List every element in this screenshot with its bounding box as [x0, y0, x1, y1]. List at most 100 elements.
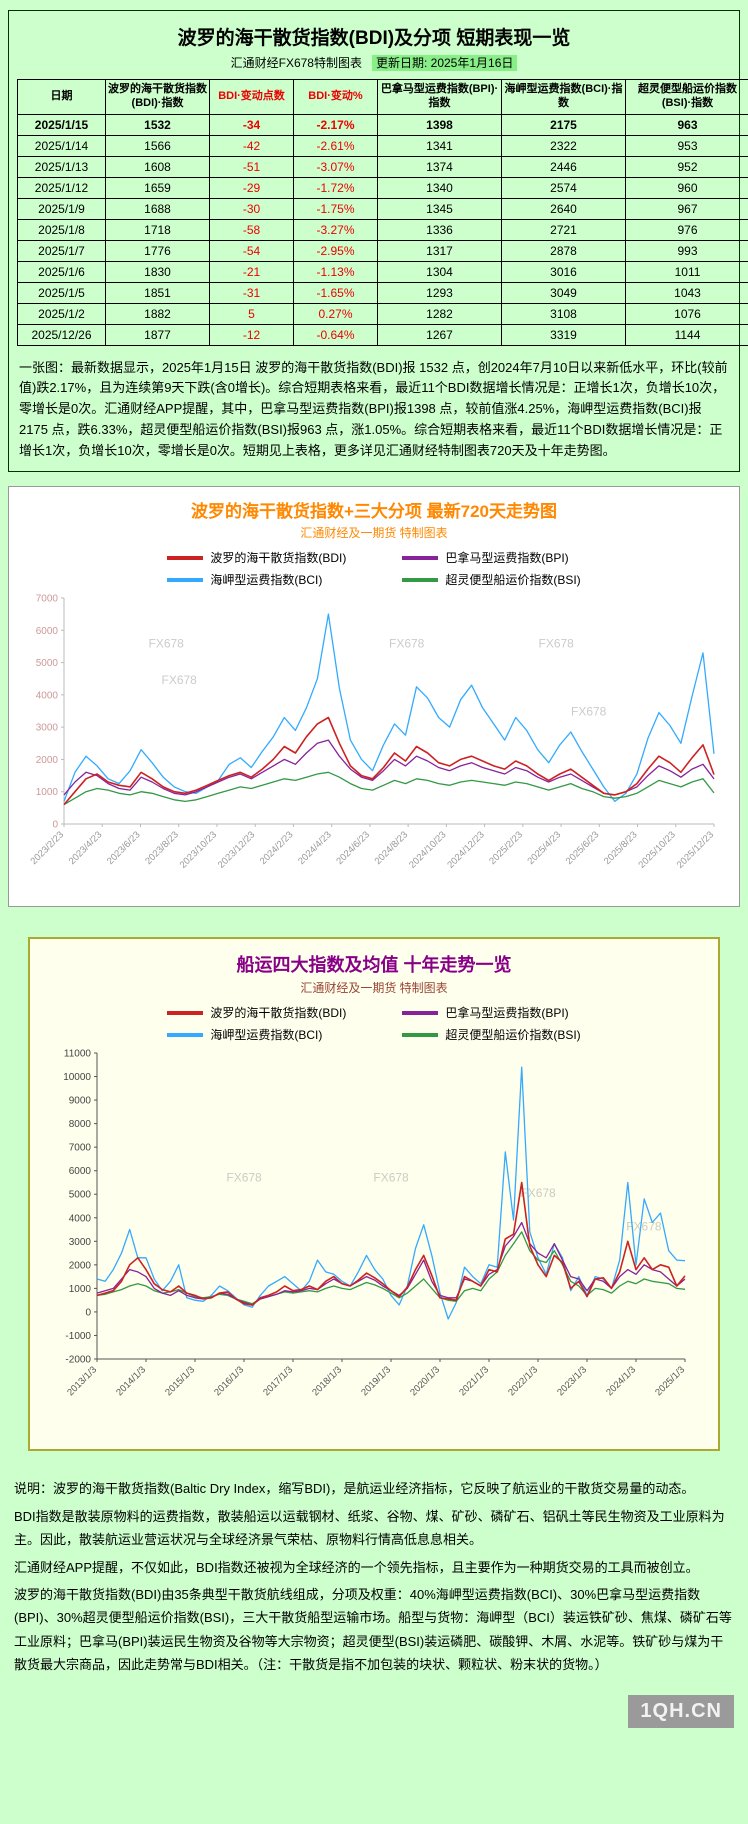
fx678-watermark: FX678: [226, 1171, 262, 1185]
table-cell: 1659: [105, 176, 210, 199]
table-row: 2025/1/8 1718 -58 -3.27% 1336 2721 976: [17, 218, 748, 241]
y-tick-label: 4000: [36, 691, 59, 702]
table-cell: 2025/1/9: [17, 197, 106, 220]
table-cell: 1374: [377, 155, 502, 178]
series-line-1: [63, 739, 715, 797]
y-tick-label: -1000: [65, 1331, 91, 1342]
col-header: 波罗的海干散货指数(BDI)·指数: [105, 79, 210, 115]
legend-item: 巴拿马型运费指数(BPI): [402, 1004, 580, 1021]
page-title: 波罗的海干散货指数(BDI)及分项 短期表现一览: [177, 28, 571, 49]
table-cell: 1566: [105, 134, 210, 157]
table-cell: -21: [209, 260, 294, 283]
table-cell: 1341: [377, 134, 502, 157]
table-cell: -1.65%: [293, 281, 378, 304]
y-tick-label: 11000: [64, 1049, 92, 1060]
table-row: 2025/1/5 1851 -31 -1.65% 1293 3049 1043: [17, 281, 748, 304]
table-cell: 2175: [501, 113, 626, 136]
fx678-watermark: FX678: [389, 637, 425, 651]
bdi-short-term-table: 日期 波罗的海干散货指数(BDI)·指数 BDI·变动点数 BDI·变动% 巴拿马型运费…: [17, 79, 748, 346]
chart-720d-title: 波罗的海干散货指数+三大分项 最新720天走势图: [190, 502, 557, 522]
legend-label: 海岬型运费指数(BCI): [210, 573, 323, 588]
table-cell: 1076: [625, 302, 748, 325]
x-tick-label: 2025/6/23: [564, 830, 602, 868]
x-tick-label: 2023/2/23: [28, 830, 66, 868]
chart-720d-legend: 波罗的海干散货指数(BDI) 巴拿马型运费指数(BPI) 海岬型运费指数(BCI) 超…: [11, 549, 737, 588]
table-cell: -2.17%: [293, 113, 378, 136]
y-tick-label: 1000: [69, 1284, 92, 1295]
y-tick-label: 6000: [36, 626, 59, 637]
table-cell: 1830: [105, 260, 210, 283]
table-cell: 2640: [501, 197, 626, 220]
table-row: 2025/12/26 1877 -12 -0.64% 1267 3319 1144: [17, 323, 748, 346]
table-cell: 967: [625, 197, 748, 220]
table-cell: 1877: [105, 323, 210, 346]
legend-label: 巴拿马型运费指数(BPI): [445, 551, 569, 566]
series-line-2: [63, 613, 715, 803]
x-tick-label: 2024/8/23: [373, 830, 411, 868]
legend-swatch: [402, 1032, 439, 1037]
table-cell: -1.75%: [293, 197, 378, 220]
y-tick-label: -2000: [65, 1355, 91, 1366]
table-cell: 1398: [377, 113, 502, 136]
table-cell: -34: [209, 113, 294, 136]
fx678-watermark: FX678: [149, 637, 185, 651]
x-tick-label: 2025/1/3: [653, 1365, 687, 1399]
x-tick-label: 2023/10/23: [178, 830, 219, 871]
table-cell: 0.27%: [293, 302, 378, 325]
table-cell: 1267: [377, 323, 502, 346]
table-cell: -12: [209, 323, 294, 346]
table-cell: 2025/1/6: [17, 260, 106, 283]
x-tick-label: 2024/1/3: [604, 1365, 638, 1399]
table-row: 2025/1/9 1688 -30 -1.75% 1345 2640 967: [17, 197, 748, 220]
col-header: 日期: [17, 79, 106, 115]
col-header: BDI·变动%: [293, 79, 378, 115]
fx678-watermark: FX678: [539, 637, 575, 651]
table-cell: -3.27%: [293, 218, 378, 241]
table-cell: 2025/1/12: [17, 176, 106, 199]
table-cell: 2025/1/13: [17, 155, 106, 178]
y-tick-label: 4000: [69, 1214, 92, 1225]
desc-paragraph-3: 汇通财经APP提醒，不仅如此，BDI指数还被视为全球经济的一个领先指标，且主要作…: [14, 1559, 699, 1575]
x-tick-label: 2025/2/23: [487, 830, 525, 868]
legend-swatch: [167, 1010, 204, 1015]
x-tick-label: 2020/1/3: [408, 1365, 442, 1399]
legend-item: 波罗的海干散货指数(BDI): [167, 1004, 346, 1021]
y-tick-label: 0: [85, 1308, 91, 1319]
table-body: 2025/1/15 1532 -34 -2.17% 1398 2175 963 2025/1/…: [17, 113, 748, 346]
x-tick-label: 2024/10/23: [407, 830, 448, 871]
col-header: BDI·变动点数: [209, 79, 294, 115]
table-cell: 3319: [501, 323, 626, 346]
x-tick-label: 2018/1/3: [310, 1365, 344, 1399]
table-cell: -0.64%: [293, 323, 378, 346]
fx678-watermark: FX678: [571, 705, 607, 719]
footer: 1QH.CN: [0, 1694, 734, 1728]
chart-10y-canvas: -2000 -1000 0 1000 2000 3000 4000 5000 6000 7000 8…: [63, 1049, 687, 1399]
y-tick-label: 9000: [69, 1096, 92, 1107]
legend-label: 波罗的海干散货指数(BDI): [210, 1006, 347, 1021]
update-date: 更新日期: 2025年1月16日: [371, 55, 518, 71]
legend-item: 海岬型运费指数(BCI): [167, 571, 346, 588]
table-cell: -51: [209, 155, 294, 178]
y-tick-label: 3000: [36, 723, 59, 734]
desc-paragraph-1: 说明：波罗的海干散货指数(Baltic Dry Index，缩写BDI)，是航运…: [14, 1481, 695, 1497]
y-tick-label: 6000: [69, 1167, 92, 1178]
x-tick-label: 2016/1/3: [212, 1365, 246, 1399]
table-cell: 953: [625, 134, 748, 157]
table-cell: 3108: [501, 302, 626, 325]
col-header: 超灵便型船运价指数(BSI)·指数: [625, 79, 748, 115]
x-tick-label: 2024/2/23: [258, 830, 296, 868]
table-cell: 1608: [105, 155, 210, 178]
table-cell: 1011: [625, 260, 748, 283]
fx678-watermark: FX678: [162, 673, 198, 687]
x-tick-label: 2017/1/3: [261, 1365, 295, 1399]
summary-text: 一张图：最新数据显示，2025年1月15日 波罗的海干散货指数(BDI)报 15…: [19, 359, 728, 458]
y-tick-label: 5000: [69, 1190, 92, 1201]
table-cell: -42: [209, 134, 294, 157]
chart-10y-subtitle: 汇通财经及一期货 特制图表: [300, 981, 448, 996]
x-tick-label: 2021/1/3: [457, 1365, 491, 1399]
x-tick-label: 2024/4/23: [296, 830, 334, 868]
x-tick-label: 2014/1/3: [114, 1365, 148, 1399]
table-cell: -3.07%: [293, 155, 378, 178]
table-cell: 2574: [501, 176, 626, 199]
